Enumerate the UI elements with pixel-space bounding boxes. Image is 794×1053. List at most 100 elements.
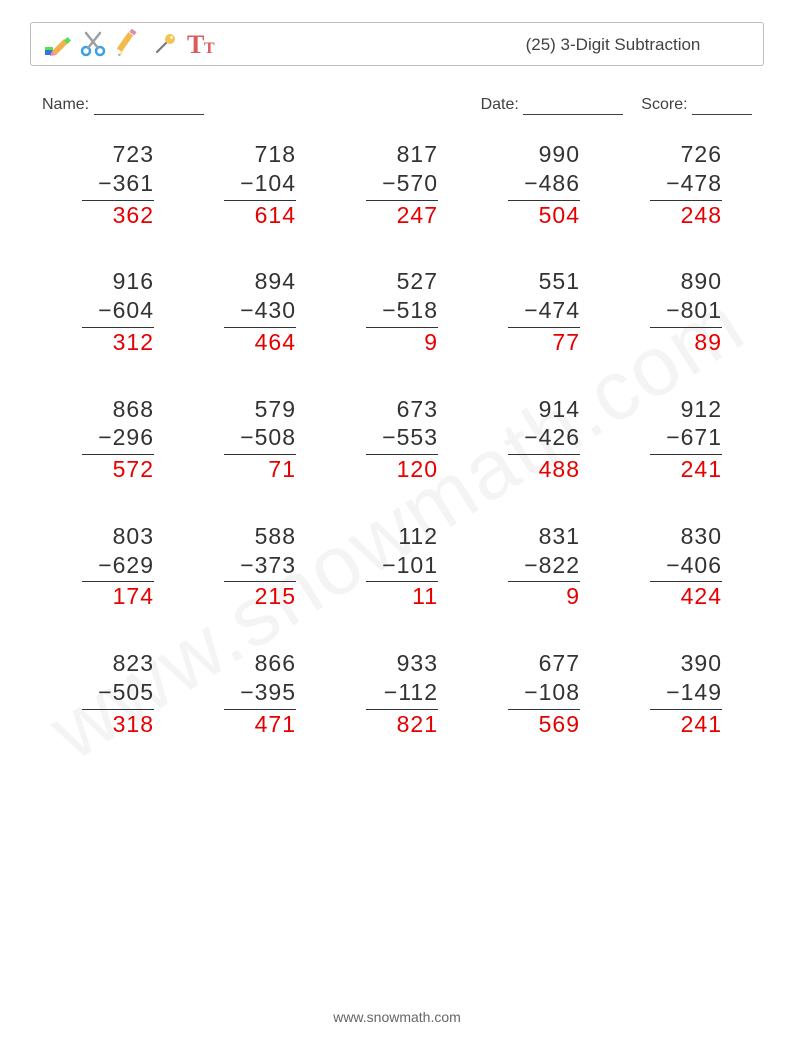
minuend: 990 <box>539 140 580 169</box>
problem: 894−430464 <box>184 267 326 356</box>
problem: 579−508 71 <box>184 395 326 484</box>
answer: 569 <box>539 710 580 739</box>
minuend: 673 <box>397 395 438 424</box>
answer: 11 <box>412 582 438 611</box>
answer: 424 <box>681 582 722 611</box>
pin-icon[interactable] <box>147 26 183 62</box>
subtrahend: −406 <box>666 551 722 580</box>
toolbar: T T (25) 3-Digit Subtraction <box>30 22 764 66</box>
problem: 677−108569 <box>468 649 610 738</box>
subtrahend: −570 <box>382 169 438 198</box>
minuend: 912 <box>681 395 722 424</box>
minuend: 823 <box>113 649 154 678</box>
minuend: 112 <box>398 522 438 551</box>
subtrahend: −478 <box>666 169 722 198</box>
problem: 390−149 241 <box>610 649 752 738</box>
subtrahend: −112 <box>384 678 438 707</box>
minuend: 390 <box>681 649 722 678</box>
subtrahend: −430 <box>240 296 296 325</box>
minuend: 916 <box>113 267 154 296</box>
answer: 488 <box>539 455 580 484</box>
date-field[interactable] <box>523 96 623 115</box>
subtrahend: −373 <box>240 551 296 580</box>
subtrahend: −505 <box>98 678 154 707</box>
minuend: 579 <box>255 395 296 424</box>
minuend: 914 <box>539 395 580 424</box>
minuend: 830 <box>681 522 722 551</box>
answer: 9 <box>566 582 580 611</box>
problem: 723−361 362 <box>42 140 184 229</box>
text-icon[interactable]: T T <box>183 26 219 62</box>
subtrahend: −486 <box>524 169 580 198</box>
answer: 89 <box>694 328 722 357</box>
svg-text:T: T <box>187 30 204 59</box>
header-line: Name: Date: Score: <box>42 96 752 115</box>
subtrahend: −101 <box>382 551 438 580</box>
score-label: Score: <box>641 96 687 115</box>
problem: 830−406424 <box>610 522 752 611</box>
footer: www.snowmath.com <box>0 1009 794 1025</box>
problem: 823−505 318 <box>42 649 184 738</box>
subtrahend: −604 <box>98 296 154 325</box>
problem: 112−10111 <box>326 522 468 611</box>
answer: 215 <box>255 582 296 611</box>
answer: 318 <box>113 710 154 739</box>
problem: 803−629174 <box>42 522 184 611</box>
minuend: 551 <box>539 267 580 296</box>
answer: 248 <box>681 201 722 230</box>
answer: 241 <box>681 710 722 739</box>
subtrahend: −629 <box>98 551 154 580</box>
answer: 821 <box>397 710 438 739</box>
date-label: Date: <box>481 96 519 115</box>
problem: 718−104614 <box>184 140 326 229</box>
problem: 914−426488 <box>468 395 610 484</box>
subtrahend: −296 <box>98 423 154 452</box>
subtrahend: −671 <box>666 423 722 452</box>
subtrahend: −361 <box>98 169 154 198</box>
minuend: 677 <box>539 649 580 678</box>
svg-text:T: T <box>204 40 215 57</box>
minuend: 803 <box>113 522 154 551</box>
problem: 866−395471 <box>184 649 326 738</box>
minuend: 890 <box>681 267 722 296</box>
minuend: 831 <box>539 522 580 551</box>
pencil-icon[interactable] <box>111 26 147 62</box>
name-label: Name: <box>42 96 89 115</box>
score-field[interactable] <box>692 96 752 115</box>
minuend: 718 <box>255 140 296 169</box>
problem: 933−112821 <box>326 649 468 738</box>
subtrahend: −508 <box>240 423 296 452</box>
minuend: 866 <box>255 649 296 678</box>
problem: 551−474 77 <box>468 267 610 356</box>
answer: 174 <box>113 582 154 611</box>
problem: 890−801 89 <box>610 267 752 356</box>
subtrahend: −801 <box>666 296 722 325</box>
scissors-icon[interactable] <box>75 26 111 62</box>
minuend: 588 <box>255 522 296 551</box>
answer: 241 <box>681 455 722 484</box>
minuend: 527 <box>397 267 438 296</box>
problem: 916−604 312 <box>42 267 184 356</box>
subtrahend: −822 <box>524 551 580 580</box>
subtrahend: −149 <box>666 678 722 707</box>
answer: 71 <box>268 455 296 484</box>
answer: 471 <box>255 710 296 739</box>
answer: 572 <box>113 455 154 484</box>
name-field[interactable] <box>94 96 204 115</box>
answer: 614 <box>255 201 296 230</box>
page-title: (25) 3-Digit Subtraction <box>463 23 763 67</box>
answer: 362 <box>113 201 154 230</box>
problem: 831−8229 <box>468 522 610 611</box>
marker-icon[interactable] <box>39 26 75 62</box>
problem: 588−373215 <box>184 522 326 611</box>
answer: 504 <box>539 201 580 230</box>
problem: 868−296572 <box>42 395 184 484</box>
minuend: 726 <box>681 140 722 169</box>
answer: 312 <box>113 328 154 357</box>
subtrahend: −474 <box>524 296 580 325</box>
minuend: 723 <box>113 140 154 169</box>
problem: 673−553120 <box>326 395 468 484</box>
answer: 9 <box>424 328 438 357</box>
problem: 817−570247 <box>326 140 468 229</box>
answer: 77 <box>552 328 580 357</box>
